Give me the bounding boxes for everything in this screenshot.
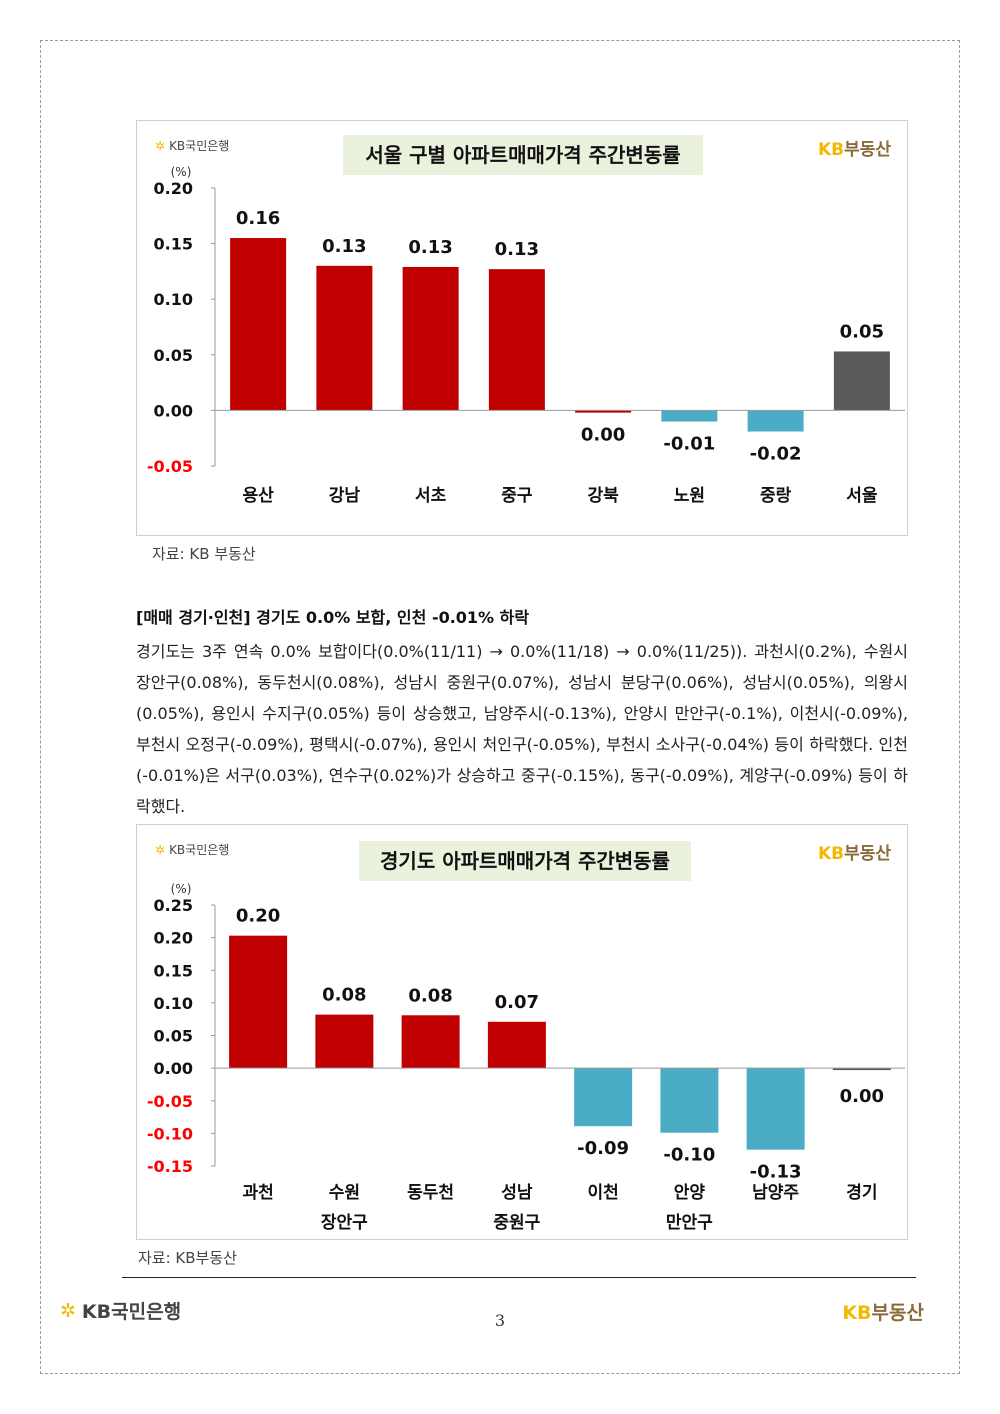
bar	[832, 1068, 891, 1071]
x-tick-label: 강남	[329, 486, 361, 506]
y-tick-label: 0.00	[154, 1059, 193, 1078]
bar	[316, 265, 373, 411]
y-tick-label: 0.00	[154, 401, 193, 420]
kb-star-icon: ✲	[155, 138, 166, 153]
bar	[402, 266, 459, 411]
y-tick-label: 0.05	[154, 346, 193, 365]
footer-divider	[122, 1277, 916, 1278]
y-tick-label: 0.20	[154, 179, 193, 198]
x-tick-label: 중구	[501, 486, 533, 506]
y-tick-label: 0.05	[154, 1027, 193, 1046]
data-label: 0.13	[322, 236, 366, 257]
data-label: 0.08	[322, 985, 366, 1006]
data-label: -0.10	[663, 1145, 715, 1166]
bar	[575, 410, 632, 413]
y-tick-label: 0.25	[154, 896, 193, 915]
x-tick-label: 용산	[242, 486, 274, 506]
y-axis-unit: (%)	[171, 165, 192, 179]
x-tick-label: 서울	[846, 486, 878, 506]
y-tick-label: -0.10	[147, 1124, 193, 1143]
bar	[401, 1015, 460, 1069]
data-label: 0.00	[581, 425, 625, 446]
kb-star-icon: ✲	[60, 1299, 76, 1322]
x-tick-label: 안양	[674, 1183, 706, 1203]
bar	[833, 351, 890, 411]
x-tick-label: 노원	[674, 486, 705, 506]
kb-brand-logo: KB부동산	[817, 844, 891, 864]
bar	[746, 1068, 805, 1150]
x-tick-label: 중원구	[493, 1213, 540, 1233]
data-label: 0.08	[408, 985, 452, 1006]
data-label: 0.13	[495, 239, 539, 260]
x-tick-label: 장안구	[321, 1213, 368, 1233]
y-tick-label: 0.15	[154, 235, 193, 254]
bar	[747, 410, 804, 432]
source-note: 자료: KB 부동산	[152, 545, 256, 563]
data-label: 0.20	[236, 906, 280, 927]
data-label: -0.01	[663, 434, 715, 455]
y-tick-label: 0.20	[154, 929, 193, 948]
page-frame	[40, 40, 960, 1374]
bar	[229, 935, 288, 1069]
y-tick-label: 0.10	[154, 994, 193, 1013]
x-tick-label: 성남	[501, 1183, 533, 1203]
data-label: 0.16	[236, 208, 280, 229]
data-label: -0.02	[750, 444, 802, 465]
y-tick-label: -0.05	[147, 1092, 193, 1111]
source-note: 자료: KB부동산	[138, 1249, 237, 1267]
y-axis-unit: (%)	[171, 882, 192, 896]
x-tick-label: 경기	[846, 1183, 877, 1203]
page-number: 3	[494, 1311, 506, 1330]
x-tick-label: 서초	[415, 486, 447, 506]
y-tick-label: 0.10	[154, 290, 193, 309]
data-label: 0.00	[840, 1086, 884, 1107]
data-label: -0.09	[577, 1138, 629, 1159]
x-tick-label: 만안구	[666, 1213, 713, 1233]
section-body: 경기도는 3주 연속 0.0% 보합이다(0.0%(11/11) → 0.0%(…	[136, 642, 908, 816]
chart-title: 경기도 아파트매매가격 주간변동률	[359, 841, 691, 881]
seoul-chart: ✲ KB국민은행 서울 구별 아파트매매가격 주간변동률 KB부동산 (%) 0.…	[136, 120, 908, 536]
bank-logo-text: KB국민은행	[169, 843, 230, 857]
x-tick-label: 중랑	[760, 486, 792, 506]
kb-brand-logo: KB부동산	[817, 140, 891, 160]
footer-bank-logo: ✲ KB국민은행	[60, 1299, 182, 1324]
bar	[661, 410, 718, 422]
bank-logo-small: ✲ KB국민은행	[155, 137, 229, 154]
bar	[230, 238, 287, 411]
bar	[574, 1068, 633, 1127]
bank-logo-small: ✲ KB국민은행	[155, 841, 229, 858]
seoul-bar-chart: (%)0.20 0.15 0.10 0.05 0.00 -0.05 0.16 용산 0.13 강남…	[147, 165, 905, 506]
x-tick-label: 이천	[587, 1183, 618, 1203]
x-tick-label: 수원	[329, 1183, 360, 1203]
gyeonggi-chart: ✲ KB국민은행 경기도 아파트매매가격 주간변동률 KB부동산 (%) 0.25…	[136, 824, 908, 1240]
x-tick-label: 동두천	[407, 1183, 454, 1203]
section-heading: [매매 경기·인천] 경기도 0.0% 보합, 인천 -0.01% 하락	[136, 608, 530, 627]
data-label: -0.13	[750, 1162, 802, 1183]
bar	[488, 269, 545, 411]
x-tick-label: 남양주	[752, 1183, 799, 1203]
bar	[315, 1014, 374, 1069]
data-label: 0.13	[408, 237, 452, 258]
footer-kb-brand: KB부동산	[842, 1302, 924, 1324]
data-label: 0.07	[495, 992, 539, 1013]
x-tick-label: 과천	[242, 1183, 273, 1203]
gyeonggi-bar-chart: (%)0.25 0.20 0.15 0.10 0.05 0.00 -0.05 -0.10 -0.…	[147, 882, 905, 1233]
kb-star-icon: ✲	[155, 842, 166, 857]
data-label: 0.05	[840, 321, 884, 342]
bank-logo-text: KB국민은행	[169, 139, 230, 153]
y-tick-label: -0.15	[147, 1157, 193, 1176]
x-tick-label: 강북	[587, 486, 619, 506]
bar	[660, 1068, 719, 1133]
y-tick-label: 0.15	[154, 961, 193, 980]
bar	[487, 1021, 546, 1069]
chart-title: 서울 구별 아파트매매가격 주간변동률	[343, 135, 703, 175]
y-tick-label: -0.05	[147, 457, 193, 476]
